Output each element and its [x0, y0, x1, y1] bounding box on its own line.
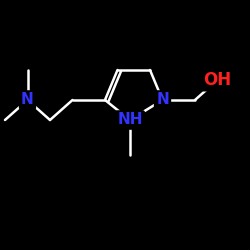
Text: N: N	[156, 92, 169, 108]
Text: OH: OH	[204, 71, 232, 89]
Text: NH: NH	[117, 112, 143, 128]
Text: N: N	[21, 92, 34, 108]
